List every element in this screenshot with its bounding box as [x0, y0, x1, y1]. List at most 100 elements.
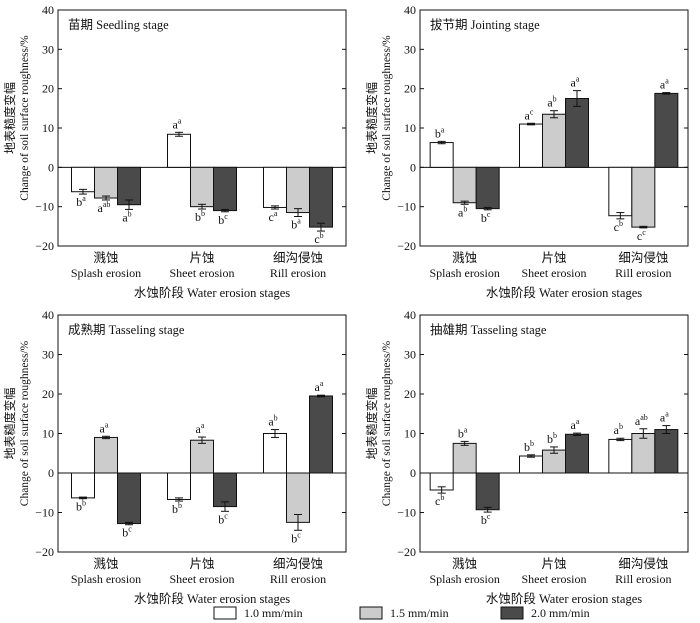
bar — [654, 429, 679, 474]
significance-label: aa — [315, 379, 324, 394]
y-axis-label-zh: 地表糙度变幅 — [2, 387, 17, 459]
y-tick-label: 0 — [410, 160, 416, 174]
category-label-en: Splash erosion — [71, 266, 141, 280]
legend-swatch — [500, 606, 524, 620]
significance-label: bc — [122, 525, 132, 540]
y-tick-label: −20 — [35, 545, 54, 559]
y-tick-label: 20 — [42, 82, 54, 96]
bar — [608, 438, 633, 474]
significance-label: cb — [435, 493, 444, 508]
legend-swatch — [213, 606, 237, 620]
category-label-zh: 细沟侵蚀 — [273, 556, 323, 571]
legend-label: 1.5 mm/min — [390, 606, 449, 620]
panel-title: 成熟期 Tasseling stage — [68, 322, 185, 337]
y-tick-label: 0 — [410, 466, 416, 480]
significance-label: bc — [218, 212, 228, 227]
bar — [167, 133, 191, 168]
bar — [309, 395, 333, 474]
significance-label: ba — [435, 125, 445, 140]
bar — [475, 166, 500, 210]
legend-swatch — [359, 606, 383, 620]
bar — [190, 166, 214, 208]
significance-label: bc — [481, 210, 491, 225]
x-axis-label: 水蚀阶段 Water erosion stages — [486, 285, 642, 300]
category-label-en: Rill erosion — [615, 266, 671, 280]
category-label-en: Splash erosion — [429, 572, 499, 586]
significance-label: ab — [122, 209, 131, 224]
bar — [213, 166, 237, 212]
chart-panel-4: −20 −10 0 10 20 30 40 抽雄期 Tasseling stage 地表糙度变幅… — [364, 308, 689, 606]
chart-panel-1: −20 −10 0 10 20 30 40 苗期 Seedling stage 地表糙度变幅 Ch… — [2, 3, 347, 300]
y-axis-label-zh: 地表糙度变幅 — [364, 387, 379, 459]
category-label-zh: 溅蚀 — [452, 556, 477, 571]
category-label-zh: 细沟侵蚀 — [273, 250, 323, 265]
bar — [190, 439, 214, 474]
significance-label: ab — [547, 95, 556, 110]
significance-label: aab — [635, 413, 648, 428]
y-tick-label: −10 — [397, 200, 416, 214]
significance-label: aa — [660, 410, 669, 425]
category-label-en: Splash erosion — [429, 266, 499, 280]
y-tick-label: 30 — [404, 42, 416, 56]
x-axis-label: 水蚀阶段 Water erosion stages — [134, 591, 290, 606]
bar — [94, 436, 118, 474]
significance-label: bc — [218, 511, 228, 526]
y-tick-label: 10 — [42, 427, 54, 441]
legend-label: 2.0 mm/min — [531, 606, 590, 620]
y-tick-label: 40 — [404, 308, 416, 322]
x-axis-label: 水蚀阶段 Water erosion stages — [486, 591, 642, 606]
bar — [167, 472, 191, 500]
y-tick-label: 30 — [42, 348, 54, 362]
bar — [565, 98, 589, 168]
panel-title: 苗期 Seedling stage — [68, 18, 169, 32]
significance-label: aa — [100, 420, 109, 435]
significance-label: aa — [173, 116, 182, 131]
bar — [519, 123, 543, 168]
significance-label: cb — [314, 231, 323, 246]
category-label-zh: 片蚀 — [541, 251, 566, 265]
y-tick-label: 0 — [48, 466, 54, 480]
bar — [71, 472, 95, 499]
significance-label: ba — [76, 194, 86, 209]
significance-label: bb — [524, 439, 534, 454]
significance-label: aa — [660, 77, 669, 92]
category-label-zh: 溅蚀 — [93, 250, 118, 265]
y-tick-label: 20 — [404, 387, 416, 401]
bar — [452, 166, 477, 204]
y-axis-label-en: Change of soil surface roughness/% — [381, 35, 393, 201]
category-label-en: Rill erosion — [615, 572, 671, 586]
chart-panel-2: −20 −10 0 10 20 30 40 拔节期 Jointing stage 地表糙度变幅 C… — [364, 3, 689, 300]
significance-label: cb — [614, 219, 623, 234]
significance-label: bb — [547, 431, 557, 446]
category-label-en: Sheet erosion — [170, 572, 235, 586]
y-tick-label: 40 — [42, 3, 54, 17]
y-axis-label-zh: 地表糙度变幅 — [364, 82, 379, 154]
significance-label: ab — [458, 204, 467, 219]
y-tick-label: 30 — [42, 42, 54, 56]
significance-label: bb — [195, 209, 205, 224]
bar — [631, 433, 656, 474]
category-label-en: Splash erosion — [71, 572, 141, 586]
category-label-en: Rill erosion — [270, 572, 326, 586]
category-label-zh: 溅蚀 — [93, 556, 118, 571]
y-tick-label: 10 — [404, 121, 416, 135]
y-tick-label: 0 — [48, 160, 54, 174]
y-tick-label: −10 — [397, 506, 416, 520]
y-axis-label-en: Change of soil surface roughness/% — [381, 340, 393, 506]
bar — [475, 472, 500, 511]
significance-label: ac — [525, 107, 534, 122]
category-label-zh: 片蚀 — [189, 251, 214, 265]
category-label-en: Sheet erosion — [170, 266, 235, 280]
category-label-zh: 片蚀 — [189, 557, 214, 571]
significance-label: ab — [614, 422, 623, 437]
y-axis-label-en: Change of soil surface roughness/% — [19, 340, 31, 506]
bar — [263, 166, 287, 208]
bar — [117, 166, 141, 206]
y-tick-label: 40 — [42, 308, 54, 322]
bar — [565, 433, 589, 474]
significance-label: aab — [98, 200, 111, 215]
significance-label: bc — [291, 530, 301, 545]
y-tick-label: 20 — [42, 387, 54, 401]
bar — [429, 142, 454, 168]
